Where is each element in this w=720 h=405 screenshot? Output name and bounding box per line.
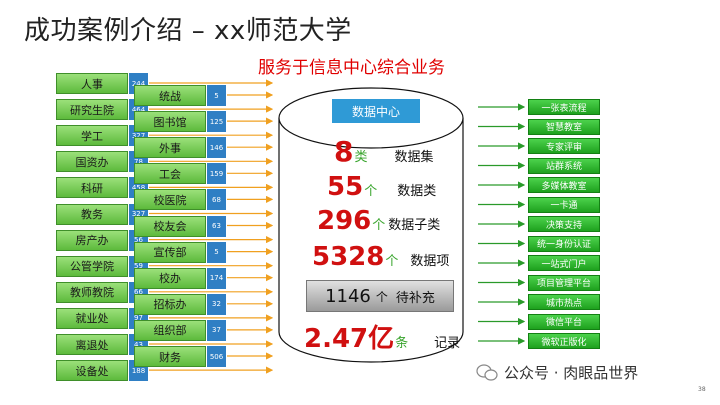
source-label: 组织部 (134, 319, 206, 341)
stat-value: 5328 (312, 242, 385, 272)
pending-label: 待补充 (395, 290, 435, 306)
target-item: 项目管理平台 (528, 274, 600, 291)
source-item: 校办 174 (134, 267, 226, 289)
source-item: 招标办 32 (134, 293, 226, 315)
source-label: 教师教院 (56, 281, 128, 303)
source-label: 学工 (56, 125, 128, 147)
source-label: 统战 (134, 85, 206, 106)
source-item: 财务 506 (134, 346, 226, 367)
pending-box: 1146 个 待补充 (306, 280, 454, 312)
source-count: 174 (207, 267, 226, 289)
stat-value: 55 (327, 172, 364, 202)
stat-data-items: 5328 个 数据项 (312, 242, 449, 272)
target-item: 专家评审 (528, 138, 600, 154)
stat-unit: 个 (385, 254, 399, 269)
source-label: 校友会 (134, 215, 206, 237)
source-item: 统战 5 (134, 85, 226, 106)
source-label: 外事 (134, 137, 206, 159)
stat-label: 数据类 (397, 184, 437, 199)
source-label: 国资办 (56, 151, 128, 173)
target-item: 多媒体教室 (528, 177, 600, 193)
source-count: 37 (207, 319, 226, 341)
source-label: 校办 (134, 267, 206, 289)
page-title: 成功案例介绍 – xx师范大学 (24, 16, 352, 46)
target-item: 智慧教室 (528, 118, 600, 135)
watermark: 公众号 · 肉眼品世界 (476, 362, 638, 383)
source-item: 设备处 188 (56, 360, 148, 382)
source-item: 宣传部 5 (134, 241, 226, 263)
source-label: 设备处 (56, 360, 128, 382)
source-item: 校友会 63 (134, 215, 226, 237)
source-arrows (149, 79, 274, 374)
page-number: 38 (698, 386, 706, 393)
source-item: 学工 327 (56, 125, 148, 147)
source-label: 财务 (134, 346, 206, 367)
stat-value: 296 (317, 206, 372, 236)
stat-label: 数据子类 (388, 218, 441, 233)
source-label: 研究生院 (56, 99, 128, 121)
source-item: 组织部 37 (134, 319, 226, 341)
target-item: 站群系统 (528, 157, 600, 174)
source-count: 146 (207, 137, 226, 159)
source-item: 公管学院 59 (56, 255, 148, 277)
source-label: 公管学院 (56, 255, 128, 277)
source-item: 教务 327 (56, 203, 148, 225)
source-count: 5 (207, 241, 226, 263)
data-center-label: 数据中心 (332, 99, 420, 123)
stat-data-classes: 55 个 数据类 (327, 172, 436, 202)
stat-label: 数据集 (394, 150, 434, 165)
source-count: 32 (207, 293, 226, 315)
source-label: 就业处 (56, 307, 128, 329)
pending-value: 1146 (325, 285, 371, 307)
source-label: 招标办 (134, 293, 206, 315)
source-item: 外事 146 (134, 137, 226, 159)
source-label: 图书馆 (134, 111, 206, 133)
source-item: 人事 244 (56, 73, 148, 94)
source-item: 教师教院 66 (56, 281, 148, 303)
source-item: 研究生院 464 (56, 99, 148, 121)
source-label: 宣传部 (134, 241, 206, 263)
source-label: 校医院 (134, 189, 206, 211)
source-label: 离退处 (56, 334, 128, 355)
target-arrows (478, 103, 526, 345)
wechat-icon (476, 363, 498, 381)
stat-label: 数据项 (410, 254, 450, 269)
target-item: 决策支持 (528, 216, 600, 232)
source-label: 房产办 (56, 229, 128, 251)
stat-unit: 个 (372, 218, 386, 233)
source-label: 教务 (56, 203, 128, 225)
stat-unit: 类 (354, 150, 368, 165)
source-count: 5 (207, 85, 226, 106)
source-count: 63 (207, 215, 226, 237)
watermark-text: 公众号 · 肉眼品世界 (504, 364, 639, 382)
stat-unit: 个 (364, 184, 378, 199)
source-item: 校医院 68 (134, 189, 226, 211)
source-count: 68 (207, 189, 226, 211)
target-item: 一卡通 (528, 196, 600, 213)
stat-records: 2.47亿 条 记录 (304, 318, 460, 355)
source-count: 159 (207, 163, 226, 185)
source-label: 人事 (56, 73, 128, 94)
target-item: 微信平台 (528, 313, 600, 330)
source-item: 工会 159 (134, 163, 226, 185)
target-item: 城市热点 (528, 294, 600, 310)
stat-value: 8 (334, 135, 354, 168)
stat-data-subclasses: 296 个 数据子类 (317, 206, 440, 236)
stat-label: 记录 (434, 336, 461, 351)
target-item: 一张表流程 (528, 99, 600, 115)
stat-value: 2.47亿 (304, 324, 395, 354)
target-item: 统一身份认证 (528, 235, 600, 252)
source-count: 125 (207, 111, 226, 133)
target-item: 微软正版化 (528, 333, 600, 349)
page-subtitle: 服务于信息中心综合业务 (258, 58, 445, 78)
source-label: 工会 (134, 163, 206, 185)
source-count: 506 (207, 346, 226, 367)
stat-datasets: 8 类 数据集 (334, 135, 434, 168)
pending-unit: 个 (375, 289, 388, 304)
source-item: 图书馆 125 (134, 111, 226, 133)
stat-unit: 条 (395, 336, 409, 351)
target-item: 一站式门户 (528, 255, 600, 271)
source-label: 科研 (56, 177, 128, 199)
